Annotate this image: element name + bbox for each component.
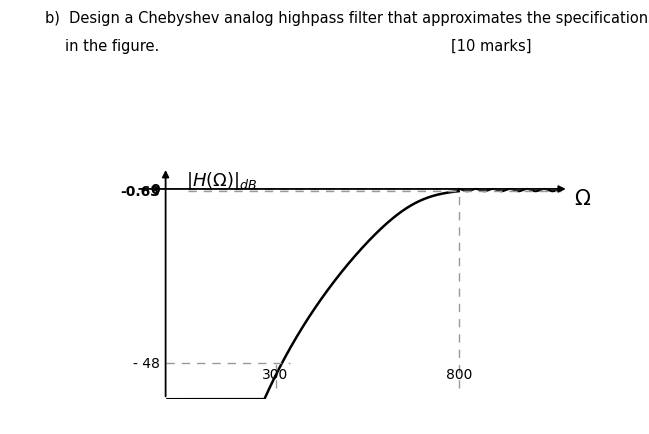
Text: - 48: - 48 <box>133 356 160 370</box>
Text: b)  Design a Chebyshev analog highpass filter that approximates the specificatio: b) Design a Chebyshev analog highpass fi… <box>45 11 649 26</box>
Text: -0.63: -0.63 <box>120 185 160 199</box>
Text: 300: 300 <box>262 367 289 381</box>
Text: 0: 0 <box>151 183 160 197</box>
Text: 800: 800 <box>445 367 472 381</box>
Text: in the figure.: in the figure. <box>65 39 159 54</box>
Text: $\Omega$: $\Omega$ <box>574 189 591 208</box>
Text: [10 marks]: [10 marks] <box>451 39 532 54</box>
Text: $|H(\Omega)|_{dB}$: $|H(\Omega)|_{dB}$ <box>186 170 257 191</box>
